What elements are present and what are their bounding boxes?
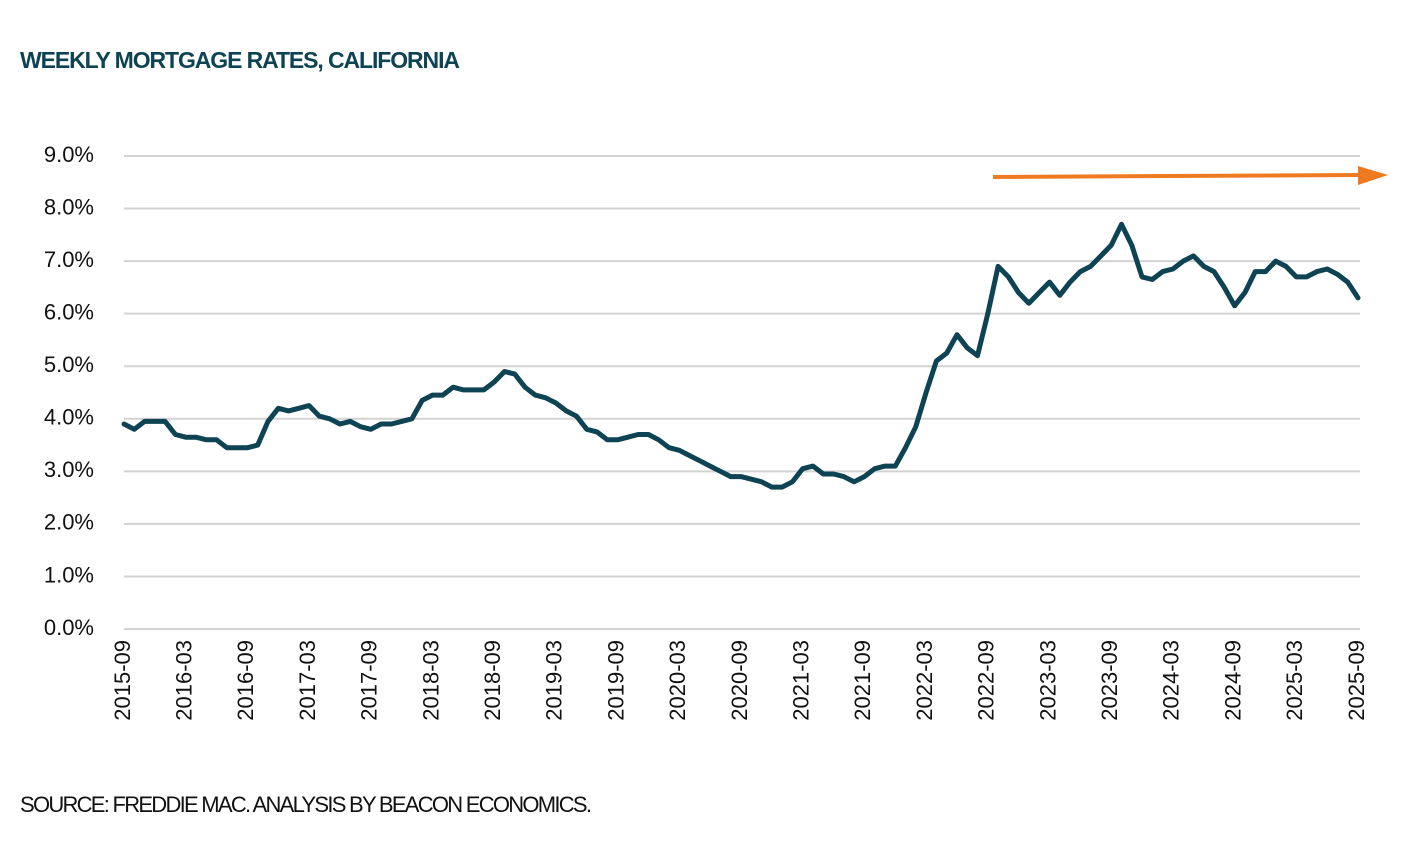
x-tick-label: 2020-03 bbox=[665, 640, 690, 721]
source-note: SOURCE: FREDDIE MAC. ANALYSIS BY BEACON … bbox=[20, 792, 592, 817]
x-tick-label: 2015-09 bbox=[110, 640, 135, 721]
x-tick-label: 2025-09 bbox=[1344, 640, 1369, 721]
x-tick-label: 2021-03 bbox=[789, 640, 814, 721]
x-tick-label: 2024-03 bbox=[1159, 640, 1184, 721]
line-series bbox=[121, 221, 1361, 490]
x-tick-label: 2017-03 bbox=[295, 640, 320, 721]
y-tick-label: 3.0% bbox=[44, 457, 94, 482]
trend-arrow bbox=[992, 166, 1388, 185]
x-tick-label: 2018-03 bbox=[418, 640, 443, 721]
y-tick-label: 6.0% bbox=[44, 299, 94, 324]
y-tick-label: 4.0% bbox=[44, 405, 94, 430]
y-tick-label: 8.0% bbox=[44, 194, 94, 219]
x-tick-label: 2021-09 bbox=[850, 640, 875, 721]
x-tick-label: 2016-09 bbox=[233, 640, 258, 721]
y-tick-label: 1.0% bbox=[44, 562, 94, 587]
x-tick-label: 2024-09 bbox=[1220, 640, 1245, 721]
x-tick-label: 2023-03 bbox=[1035, 640, 1060, 721]
y-tick-label: 2.0% bbox=[44, 510, 94, 535]
x-tick-label: 2019-03 bbox=[542, 640, 567, 721]
x-tick-label: 2025-03 bbox=[1282, 640, 1307, 721]
x-tick-label: 2017-09 bbox=[357, 640, 382, 721]
y-tick-label: 0.0% bbox=[44, 615, 94, 640]
x-tick-label: 2018-09 bbox=[480, 640, 505, 721]
x-tick-label: 2022-03 bbox=[912, 640, 937, 721]
chart-title: WEEKLY MORTGAGE RATES, CALIFORNIA bbox=[20, 47, 460, 73]
x-tick-label: 2022-09 bbox=[974, 640, 999, 721]
x-tick-label: 2016-03 bbox=[172, 640, 197, 721]
y-tick-label: 5.0% bbox=[44, 352, 94, 377]
y-tick-label: 7.0% bbox=[44, 247, 94, 272]
y-tick-label: 9.0% bbox=[44, 142, 94, 167]
x-tick-label: 2019-09 bbox=[603, 640, 628, 721]
x-tick-label: 2023-09 bbox=[1097, 640, 1122, 721]
x-tick-label: 2020-09 bbox=[727, 640, 752, 721]
